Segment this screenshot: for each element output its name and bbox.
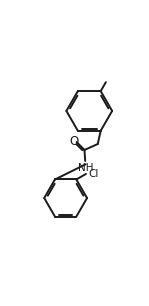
Text: Cl: Cl (88, 169, 98, 179)
Text: O: O (69, 135, 79, 148)
Text: NH: NH (78, 163, 94, 173)
